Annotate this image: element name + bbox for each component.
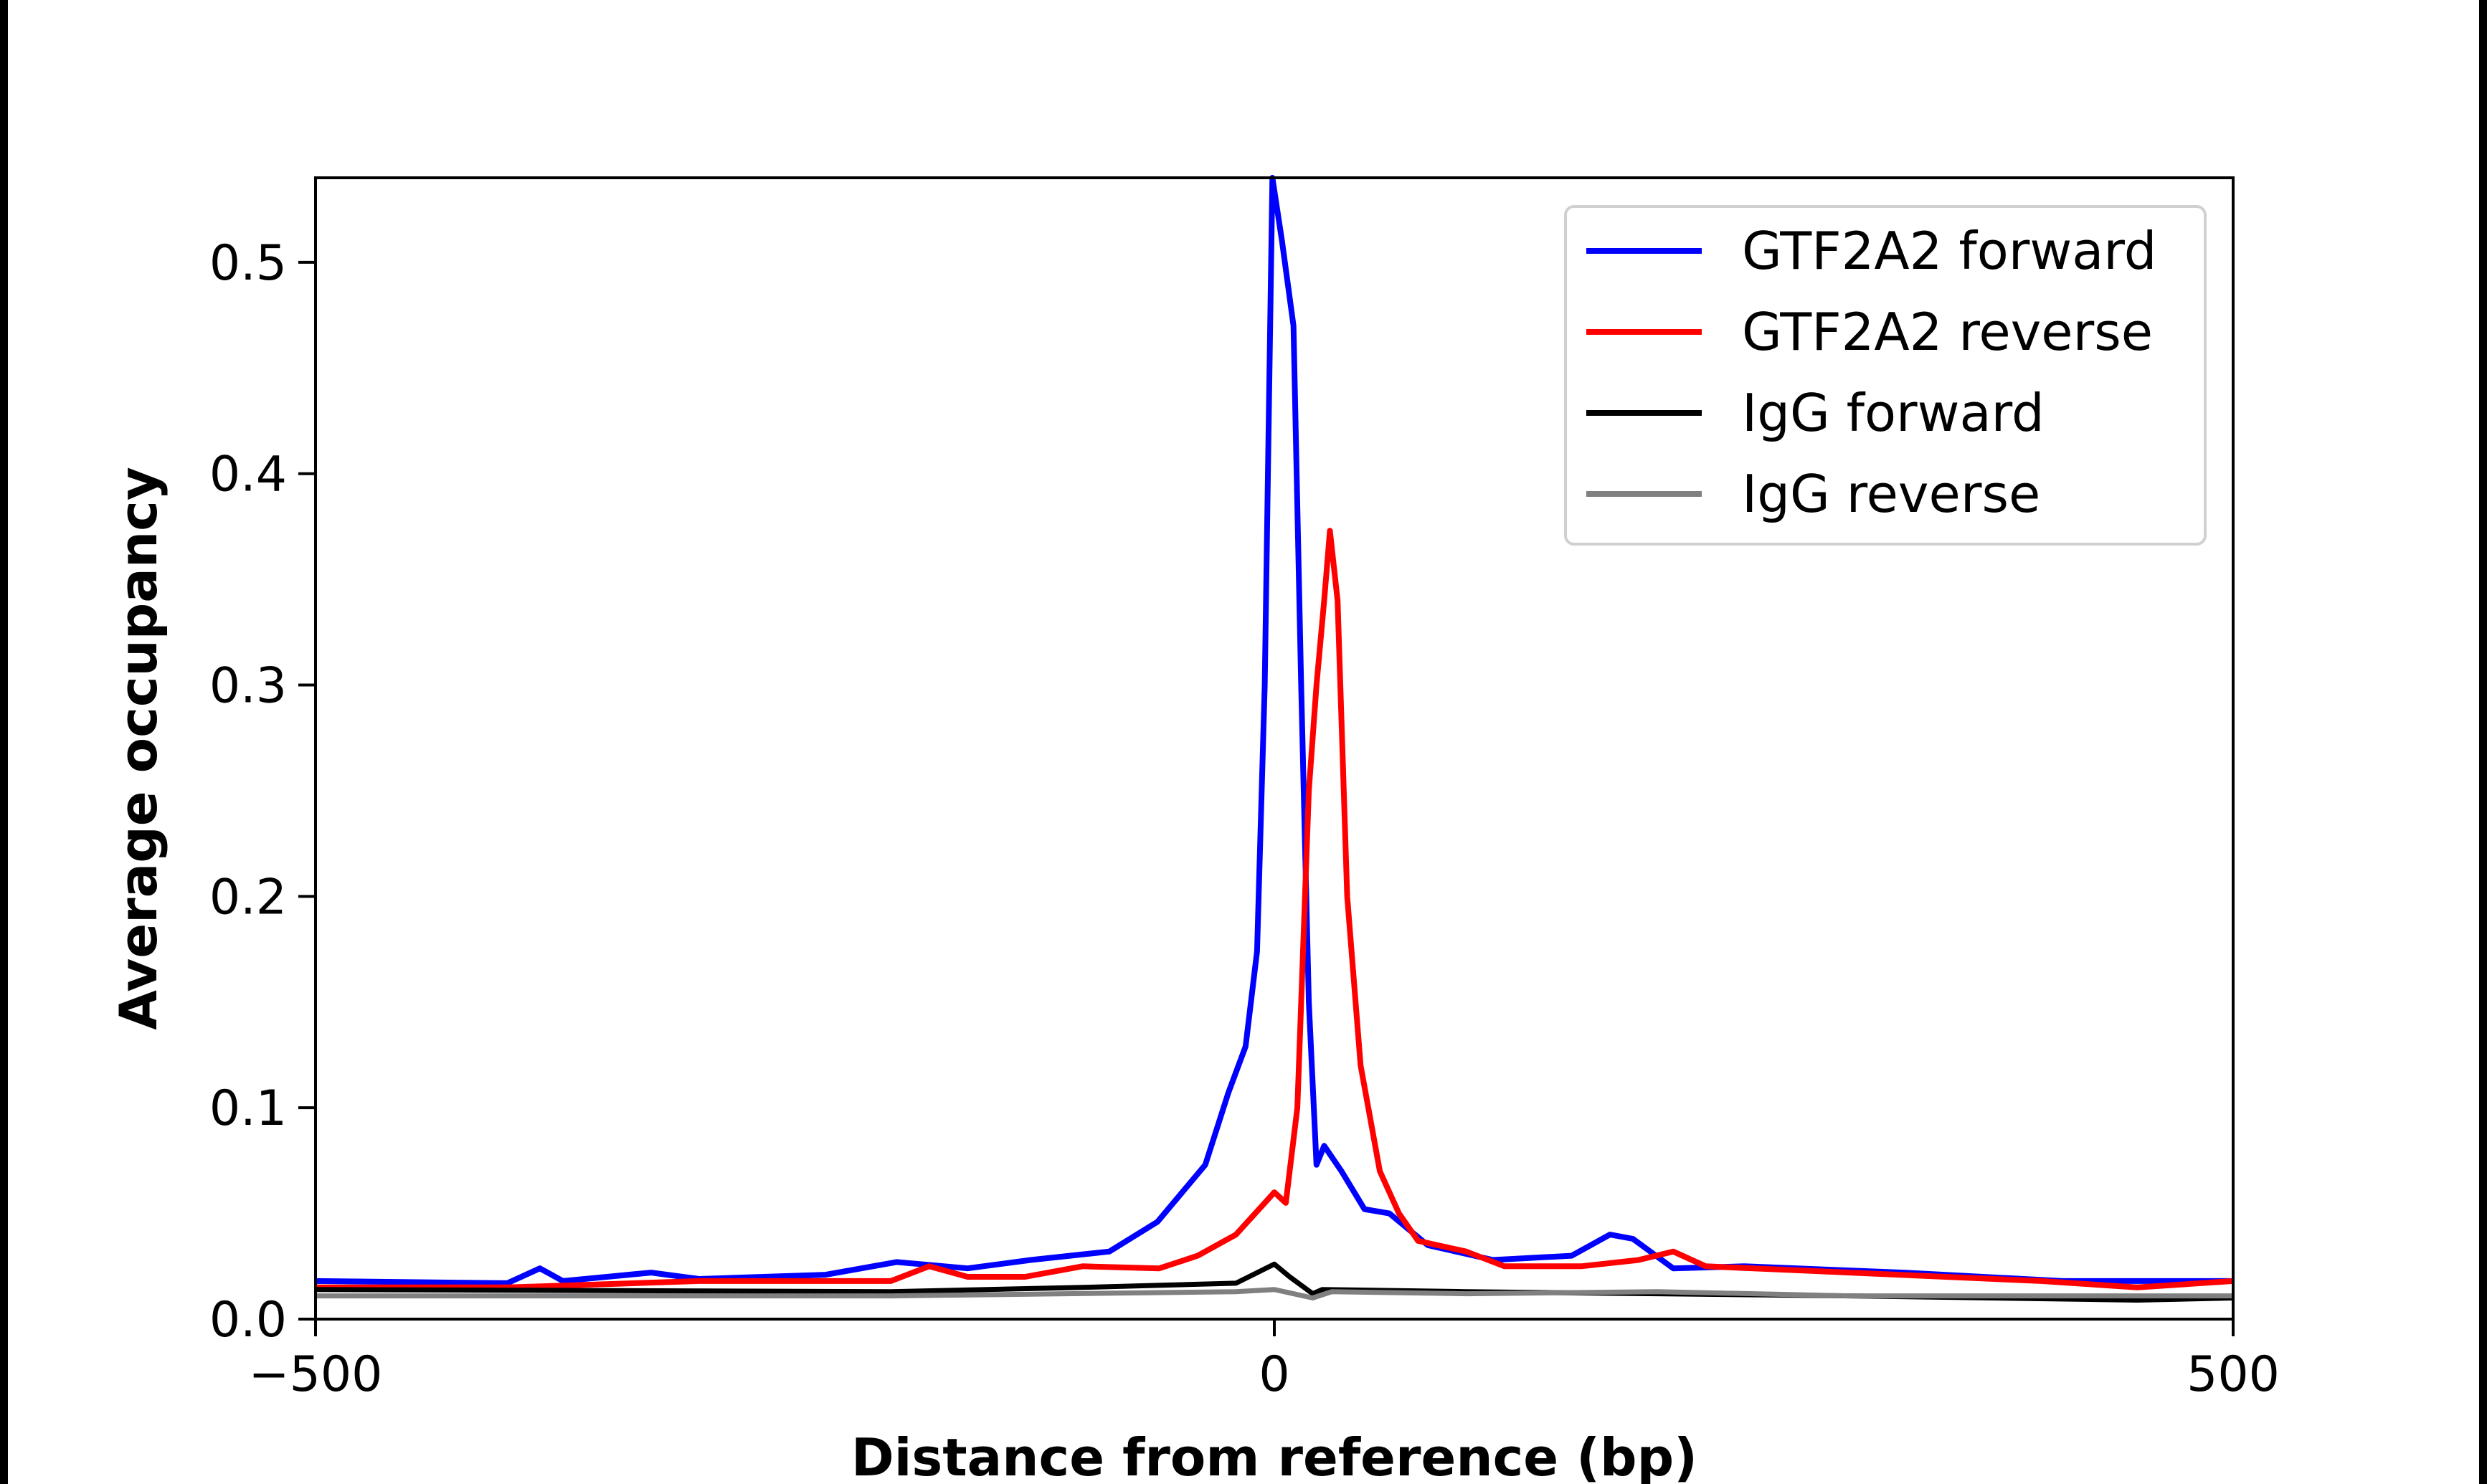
x-tick-label: −500 [249,1346,383,1403]
x-tick-label: 0 [1259,1346,1289,1403]
y-tick-label: 0.2 [209,869,287,926]
x-ticks: −500 0 500 [249,1319,2280,1403]
y-axis-label: Average occupancy [108,467,169,1030]
x-tick-label: 500 [2187,1346,2280,1403]
left-border [0,0,8,1484]
y-tick-label: 0.0 [209,1292,287,1349]
legend-label: GTF2A2 reverse [1742,302,2153,362]
x-axis-label: Distance from reference (bp) [851,1427,1697,1484]
y-tick-label: 0.3 [209,658,287,715]
series-layer [315,175,2234,1303]
series-line-gtf2a2-forward [315,175,2233,1286]
y-tick-label: 0.1 [209,1080,287,1137]
y-tick-label: 0.4 [209,447,287,503]
series-line-igg-reverse [316,1287,2233,1300]
y-ticks: 0.0 0.1 0.2 0.3 0.4 0.5 [209,235,316,1349]
legend-box [1564,205,2207,546]
legend-label: IgG forward [1742,383,2045,443]
y-tick-label: 0.5 [209,235,287,292]
right-border [2479,0,2487,1484]
legend-label: GTF2A2 forward [1742,221,2156,281]
legend: GTF2A2 forward GTF2A2 reverse IgG forward I… [1564,205,2207,546]
series-line-gtf2a2-reverse [316,528,2234,1290]
legend-label: IgG reverse [1742,464,2040,524]
